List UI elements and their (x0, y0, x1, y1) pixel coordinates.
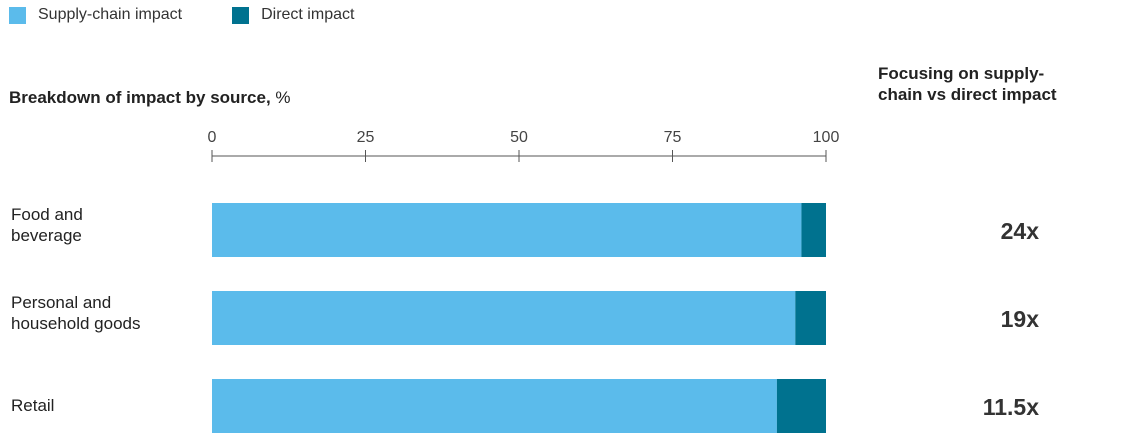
legend-swatch-supply-chain (9, 6, 26, 24)
row-label-personal-and-household-goods: Personal and household goods (11, 292, 141, 334)
legend-item-direct: Direct impact (232, 6, 354, 24)
row-label-line: Food and (11, 205, 83, 224)
legend-item-supply-chain: Supply-chain impact (9, 6, 182, 24)
row-label-line: beverage (11, 226, 82, 245)
row-label-line: Retail (11, 396, 55, 415)
x-axis-tick-label: 0 (208, 129, 217, 146)
row-label-line: household goods (11, 314, 141, 333)
x-axis-tick-label: 25 (357, 129, 375, 146)
legend-label-supply-chain: Supply-chain impact (38, 6, 183, 23)
ratio-value-retail: 11.5x (982, 394, 1039, 420)
bar-supply-chain (212, 291, 796, 345)
ratio-column-title-line-2: chain vs direct impact (878, 85, 1057, 104)
bar-direct (776, 379, 826, 433)
row-label-retail: Retail (11, 395, 54, 416)
chart-title-main: Breakdown of impact by source, (9, 88, 271, 107)
row-label-food-and-beverage: Food and beverage (11, 204, 83, 246)
x-axis-tick-label: 50 (510, 129, 528, 146)
legend-label-direct: Direct impact (261, 6, 355, 23)
ratio-column-title: Focusing on supply- chain vs direct impa… (878, 63, 1118, 105)
bar-direct (801, 203, 826, 257)
bar-supply-chain (212, 203, 802, 257)
x-axis-tick-label: 100 (813, 129, 840, 146)
bar-direct (795, 291, 826, 345)
ratio-value-food-and-beverage: 24x (1000, 218, 1039, 244)
x-axis-tick-label: 75 (664, 129, 682, 146)
row-label-line: Personal and (11, 293, 112, 312)
legend: Supply-chain impact Direct impact (9, 6, 404, 24)
bar-supply-chain (212, 379, 777, 433)
ratio-value-personal-and-household-goods: 19x (1000, 306, 1039, 332)
chart-title-unit: % (270, 88, 291, 107)
legend-swatch-direct (232, 6, 250, 24)
ratio-column-title-line-1: Focusing on supply- (878, 64, 1045, 83)
chart-title: Breakdown of impact by source, % (9, 88, 291, 108)
